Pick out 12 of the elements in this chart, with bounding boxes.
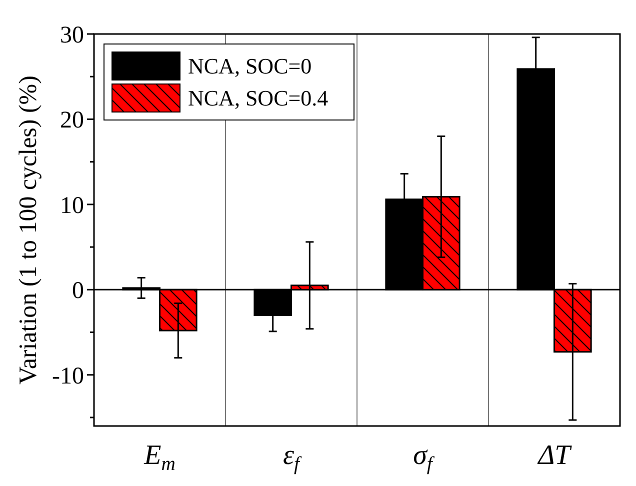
y-tick-label: 30 [60,22,84,48]
x-tick-label: ΔT [537,440,573,471]
y-tick-label: 20 [60,108,84,134]
x-tick-label: E$_{m}$ [143,440,176,475]
legend-label: NCA, SOC=0 [188,54,312,79]
y-tick-label: 0 [72,278,84,304]
y-axis-title: Variation (1 to 100 cycles) (%) [15,76,42,384]
legend-label: NCA, SOC=0.4 [188,86,328,111]
x-tick-label: σ$_{f}$ [413,440,435,475]
y-tick-label: -10 [52,363,84,390]
y-tick-label: 10 [60,192,84,219]
x-tick-label: ε$_{f}$ [283,440,302,475]
